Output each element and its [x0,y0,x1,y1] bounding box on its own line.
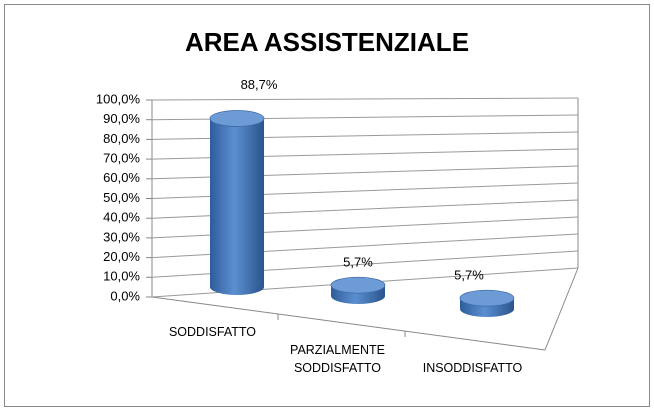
bar [459,289,515,317]
bar [209,110,265,295]
y-tick-label: 30,0% [103,229,140,244]
chart-title: AREA ASSISTENZIALE [185,27,469,57]
y-tick-label: 20,0% [103,249,140,264]
y-tick-label: 0,0% [110,288,140,303]
x-tick-label: PARZIALMENTE SODDISFATTO [290,343,385,375]
y-tick-label: 70,0% [103,151,140,166]
data-label: 5,7% [343,255,373,270]
y-tick-label: 50,0% [103,190,140,205]
frame [4,4,650,407]
data-label: 88,7% [241,77,278,92]
x-tick-label: SODDISFATTO [168,325,257,339]
x-tick-label: INSODDISFATTO [422,361,523,375]
y-tick-label: 100,0% [96,91,141,106]
y-tick-label: 10,0% [103,269,140,284]
data-label: 5,7% [454,268,484,283]
floor-edge [151,296,546,351]
floor-edge [544,267,579,351]
y-tick-label: 80,0% [103,131,140,146]
y-tick-label: 60,0% [103,170,140,185]
grid-line [151,97,579,101]
bar [330,276,386,304]
y-tick-label: 90,0% [103,111,140,126]
y-tick-label: 40,0% [103,210,140,225]
